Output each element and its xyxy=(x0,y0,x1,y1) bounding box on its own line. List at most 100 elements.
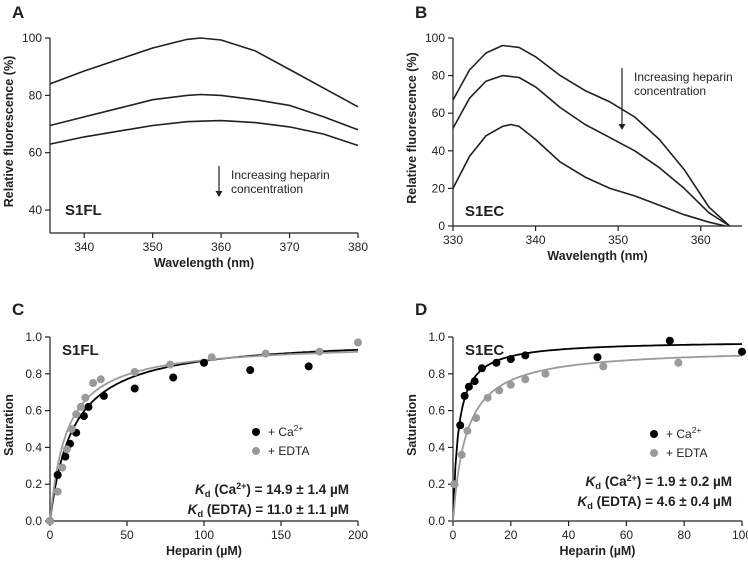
x-tick-label: 330 xyxy=(443,233,463,247)
data-point-edta xyxy=(166,360,175,369)
data-point-ca xyxy=(738,347,746,356)
x-tick-label: 150 xyxy=(271,528,291,542)
data-point-ca xyxy=(246,366,255,375)
y-tick-label: 0.6 xyxy=(25,404,42,418)
panel-label: B xyxy=(415,3,427,22)
fit-curve-edta xyxy=(452,354,743,522)
data-point-ca xyxy=(521,351,530,360)
y-tick-label: 1.0 xyxy=(25,330,42,344)
data-point-ca xyxy=(169,373,178,382)
data-point-edta xyxy=(261,349,270,358)
data-point-ca xyxy=(593,353,602,362)
spectrum-curve-2 xyxy=(452,74,731,227)
x-tick-label: 50 xyxy=(120,528,134,542)
y-tick-label: 60 xyxy=(432,106,446,120)
inset-label: S1EC xyxy=(465,203,504,220)
data-point-edta xyxy=(463,426,472,435)
arrow-down-icon xyxy=(618,124,626,130)
fit-curve-ca xyxy=(452,343,743,522)
y-axis-label: Relative fluorescence (%) xyxy=(405,52,419,203)
data-point-ca xyxy=(61,452,70,461)
data-point-edta xyxy=(450,480,459,489)
data-point-edta xyxy=(521,375,530,384)
legend-marker-ca xyxy=(252,428,260,436)
data-point-edta xyxy=(472,414,481,422)
x-tick-label: 100 xyxy=(732,528,748,542)
y-tick-label: 0.2 xyxy=(428,477,445,491)
x-tick-label: 360 xyxy=(211,240,231,254)
legend-label-ca: + Ca2+ xyxy=(666,425,701,441)
x-tick-label: 100 xyxy=(194,528,214,542)
legend-label-ca: + Ca2+ xyxy=(268,423,303,439)
legend-label-edta: + EDTA xyxy=(666,446,707,460)
data-point-edta xyxy=(53,487,62,496)
inset-label: S1FL xyxy=(65,202,102,219)
y-tick-label: 0.4 xyxy=(25,440,42,454)
x-tick-label: 60 xyxy=(620,528,634,542)
y-tick-label: 80 xyxy=(432,69,446,83)
data-point-edta xyxy=(46,517,54,525)
panel-label: A xyxy=(12,3,24,22)
y-axis-label: Relative fluorescence (%) xyxy=(2,56,16,207)
y-tick-label: 0.8 xyxy=(25,367,42,381)
y-tick-label: 100 xyxy=(425,31,445,45)
data-point-edta xyxy=(89,379,98,387)
y-tick-label: 100 xyxy=(22,31,42,45)
x-tick-label: 20 xyxy=(504,528,518,542)
kd-annotation-ca: Kd (Ca2+) = 14.9 ± 1.4 µM xyxy=(195,481,349,500)
x-axis-label: Heparin (µM) xyxy=(560,544,636,558)
x-tick-label: 350 xyxy=(143,240,163,254)
spectrum-curve-3 xyxy=(452,123,726,227)
panel-d: D 0 20 40 60 80 100 0.0 0.2 0.4 0.6 0.8 1.0 Heparin (… xyxy=(405,300,748,558)
data-point-ca xyxy=(456,421,465,430)
y-tick-label: 0 xyxy=(438,219,445,233)
annotation-line-2: concentration xyxy=(634,84,706,98)
data-point-ca xyxy=(464,382,473,391)
x-tick-label: 80 xyxy=(678,528,692,542)
y-tick-label: 0.0 xyxy=(25,514,42,528)
x-tick-label: 40 xyxy=(562,528,576,542)
y-tick-label: 0.6 xyxy=(428,404,445,418)
x-axis-label: Heparin (µM) xyxy=(166,544,242,558)
panel-a: A 340 350 360 370 380 40 60 80 100 Wavelength (nm)… xyxy=(2,3,368,270)
x-tick-label: 360 xyxy=(691,233,711,247)
data-point-ca xyxy=(130,384,139,393)
data-point-edta xyxy=(58,463,67,472)
data-point-edta xyxy=(96,375,105,384)
y-tick-label: 0.2 xyxy=(25,477,42,491)
x-axis-label: Wavelength (nm) xyxy=(154,256,254,270)
x-axis-label: Wavelength (nm) xyxy=(547,249,647,263)
panel-b: B 330 340 350 360 0 20 40 60 80 100 Wavelength (nm)… xyxy=(405,3,742,263)
data-point-edta xyxy=(541,369,550,378)
data-point-edta xyxy=(506,380,515,389)
legend-marker-edta xyxy=(650,449,658,457)
y-axis-label: Saturation xyxy=(405,394,419,456)
kd-annotation-edta: Kd (EDTA) = 4.6 ± 0.4 µM xyxy=(577,494,732,512)
inset-label: S1EC xyxy=(465,342,504,359)
data-point-ca xyxy=(99,391,108,400)
data-point-ca xyxy=(84,402,93,411)
data-point-edta xyxy=(72,410,81,419)
data-point-ca xyxy=(53,471,62,479)
y-axis-label: Saturation xyxy=(2,394,16,456)
data-point-edta xyxy=(76,402,85,411)
x-tick-label: 380 xyxy=(348,240,368,254)
spectrum-curve-2 xyxy=(49,93,359,131)
data-point-edta xyxy=(674,358,683,367)
data-point-edta xyxy=(315,347,324,356)
panel-label: C xyxy=(12,300,24,319)
y-tick-label: 1.0 xyxy=(428,330,445,344)
annotation-line-1: Increasing heparin xyxy=(231,168,330,182)
data-point-ca xyxy=(470,377,479,386)
data-point-edta xyxy=(599,362,608,371)
x-tick-label: 350 xyxy=(608,233,628,247)
x-tick-label: 340 xyxy=(74,240,94,254)
x-tick-label: 200 xyxy=(348,528,368,542)
data-point-ca xyxy=(477,364,486,373)
arrow-down-icon xyxy=(215,191,223,197)
x-tick-label: 370 xyxy=(280,240,300,254)
spectrum-curve-3 xyxy=(49,119,359,147)
y-tick-label: 60 xyxy=(29,146,43,160)
y-tick-label: 0.8 xyxy=(428,367,445,381)
